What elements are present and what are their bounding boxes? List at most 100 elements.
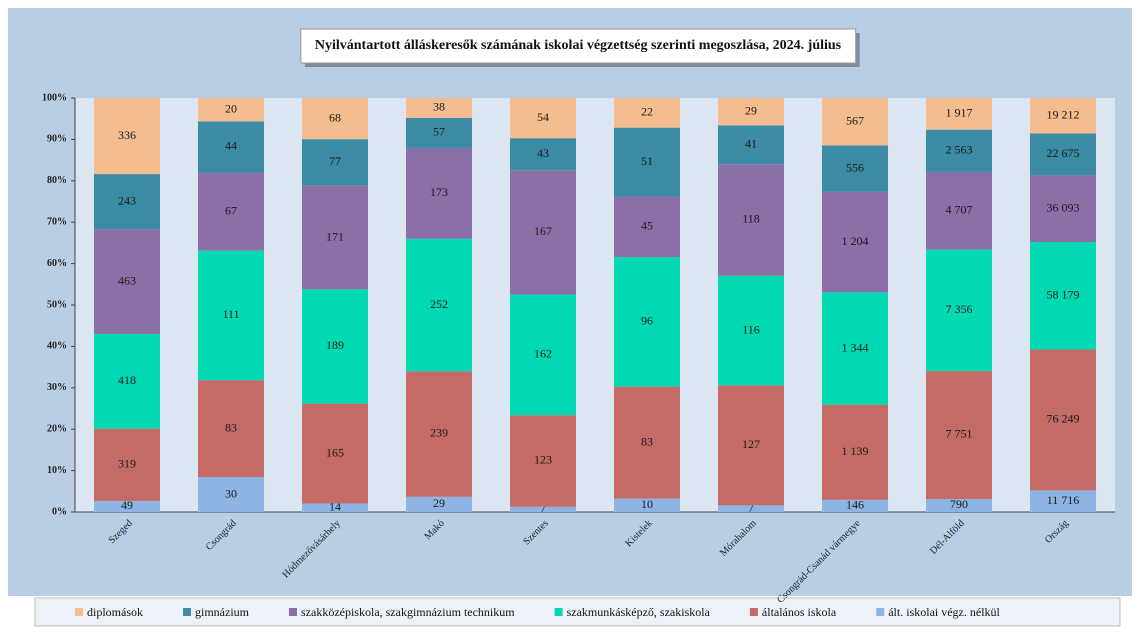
data-label: 22 (641, 105, 653, 119)
bar-segment (926, 371, 992, 499)
bar-segment (614, 196, 680, 258)
data-label: 43 (537, 146, 549, 160)
bar-segment (822, 145, 888, 192)
data-label: 7 751 (946, 427, 973, 441)
bar-segment (406, 238, 472, 372)
y-tick-label: 100% (42, 92, 67, 103)
data-label: 7 356 (946, 302, 973, 316)
bar-segment (510, 506, 576, 512)
y-tick-label: 70% (47, 216, 67, 227)
data-label: 11 716 (1047, 493, 1080, 507)
data-label: 463 (118, 273, 136, 287)
legend-label: általános iskola (762, 605, 837, 619)
y-tick-label: 90% (47, 134, 67, 145)
y-tick-label: 20% (47, 423, 67, 434)
bar-segment (718, 505, 784, 512)
data-label: 58 179 (1047, 288, 1080, 302)
bar-segment (94, 333, 160, 429)
y-tick-label: 30% (47, 382, 67, 393)
data-label: 19 212 (1047, 107, 1080, 121)
bar-segment (1030, 175, 1096, 243)
bar-segment (406, 147, 472, 239)
data-label: 54 (537, 110, 549, 124)
bar-segment (614, 386, 680, 499)
legend-label: diplomások (87, 605, 143, 619)
legend-swatch (183, 608, 191, 616)
bar-segment (94, 428, 160, 501)
data-label: 41 (745, 137, 757, 151)
data-label: 38 (433, 100, 445, 114)
bar-segment (198, 380, 264, 478)
bar-segment (822, 292, 888, 405)
data-label: 51 (641, 154, 653, 168)
y-tick-label: 50% (47, 299, 67, 310)
bar-segment (926, 171, 992, 250)
bar-segment (510, 170, 576, 295)
bar-segment (94, 174, 160, 230)
data-label: 44 (225, 139, 237, 153)
data-label: 10 (641, 497, 653, 511)
data-label: 20 (225, 101, 237, 115)
data-label: 418 (118, 373, 136, 387)
data-label: 790 (950, 497, 968, 511)
bar-segment (406, 496, 472, 512)
bar-segment (614, 257, 680, 387)
bar-segment (926, 498, 992, 512)
bar-segment (406, 98, 472, 118)
data-label: 556 (846, 160, 864, 174)
data-label: 127 (742, 437, 760, 451)
legend-swatch (554, 608, 563, 616)
bar-segment (302, 98, 368, 140)
bar-segment (198, 477, 264, 512)
bar-segment (718, 385, 784, 506)
bar-segment (822, 499, 888, 512)
data-label: 123 (534, 453, 552, 467)
title-box (300, 28, 857, 64)
data-label: 83 (225, 420, 237, 434)
bar-segment (302, 403, 368, 504)
data-label: 239 (430, 426, 448, 440)
legend-swatch (749, 608, 758, 616)
bar-segment (510, 415, 576, 507)
bar-segment (302, 503, 368, 512)
bar-segment (822, 98, 888, 146)
bar-segment (926, 98, 992, 130)
bar-segment (1030, 242, 1096, 350)
data-label: 189 (326, 338, 344, 352)
bar-segment (94, 98, 160, 175)
bar-segment (406, 117, 472, 148)
data-label: 45 (641, 219, 653, 233)
y-tick-label: 80% (47, 175, 67, 186)
bar-segment (614, 498, 680, 512)
data-label: 336 (118, 128, 136, 142)
data-label: 118 (742, 212, 760, 226)
legend-label: ált. iskolai végz. nélkül (888, 605, 1000, 619)
bar-segment (198, 250, 264, 381)
data-label: 57 (433, 125, 445, 139)
bar-segment (926, 249, 992, 372)
bar-segment (1030, 133, 1096, 176)
data-label: 22 675 (1047, 146, 1080, 160)
data-label: 76 249 (1047, 412, 1080, 426)
data-label: 67 (225, 203, 237, 217)
data-label: 77 (329, 154, 341, 168)
data-label: 36 093 (1047, 200, 1080, 214)
bar-segment (302, 289, 368, 404)
data-label: 29 (745, 103, 757, 117)
bar-segment (198, 98, 264, 122)
bar-segment (822, 404, 888, 500)
data-label: 162 (534, 347, 552, 361)
data-label: 49 (121, 498, 133, 512)
bar-segment (718, 98, 784, 126)
y-tick-label: 60% (47, 258, 67, 269)
data-label: 7 (748, 500, 754, 514)
bar-segment (510, 294, 576, 416)
bar-segment (406, 371, 472, 497)
legend-swatch (876, 608, 885, 616)
data-label: 4 707 (946, 203, 973, 217)
bar-segment (926, 129, 992, 172)
bar-segment (510, 98, 576, 139)
bar-segment (1030, 490, 1096, 512)
data-label: 96 (641, 314, 653, 328)
data-label: 146 (846, 498, 864, 512)
